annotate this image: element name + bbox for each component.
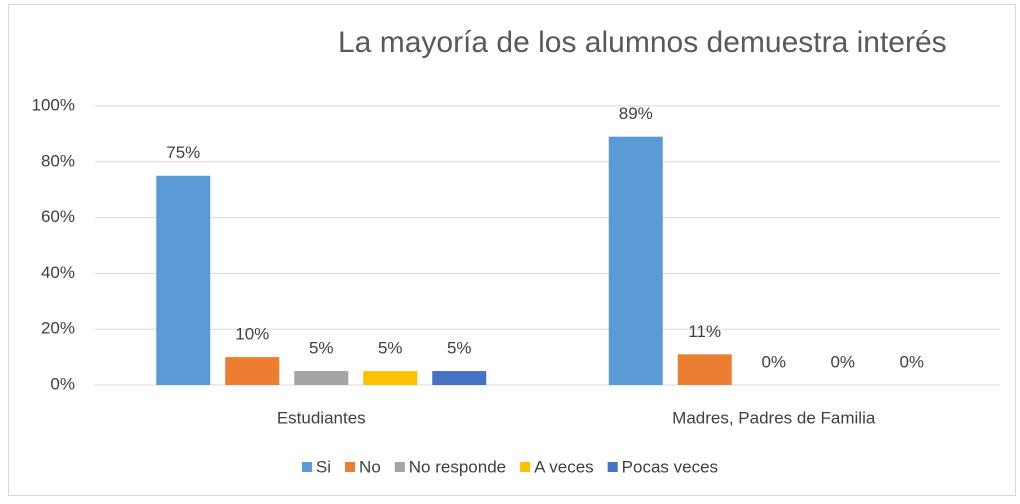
x-tick-label: Estudiantes bbox=[277, 408, 366, 427]
y-tick-label: 100% bbox=[32, 95, 75, 114]
bar bbox=[156, 175, 211, 385]
value-label: 0% bbox=[761, 352, 786, 371]
bar bbox=[363, 371, 418, 385]
legend-swatch bbox=[345, 462, 356, 472]
value-label: 89% bbox=[619, 104, 653, 123]
bar bbox=[225, 357, 280, 385]
x-tick-label: Madres, Padres de Familia bbox=[672, 408, 876, 427]
y-tick-label: 80% bbox=[41, 151, 75, 170]
bar bbox=[294, 371, 349, 385]
legend-label: Pocas veces bbox=[622, 457, 718, 476]
bar bbox=[608, 136, 663, 385]
legend-label: A veces bbox=[534, 457, 594, 476]
bar bbox=[432, 371, 487, 385]
legend-label: No bbox=[359, 457, 381, 476]
value-label: 5% bbox=[447, 339, 472, 358]
y-tick-label: 0% bbox=[50, 374, 75, 393]
y-tick-label: 60% bbox=[41, 207, 75, 226]
value-label: 5% bbox=[309, 339, 334, 358]
value-label: 11% bbox=[688, 322, 721, 341]
legend-swatch bbox=[520, 462, 531, 472]
value-label: 10% bbox=[235, 325, 269, 344]
value-label: 75% bbox=[166, 143, 200, 162]
legend-swatch bbox=[394, 462, 405, 472]
value-label: 0% bbox=[899, 352, 924, 371]
legend-swatch bbox=[301, 462, 312, 472]
chart-title: La mayoría de los alumnos demuestra inte… bbox=[338, 26, 947, 59]
y-tick-label: 20% bbox=[41, 319, 75, 338]
legend-label: No responde bbox=[409, 457, 506, 476]
value-label: 0% bbox=[830, 352, 855, 371]
y-tick-label: 40% bbox=[41, 263, 75, 282]
value-label: 5% bbox=[378, 339, 403, 358]
legend-label: Si bbox=[316, 457, 331, 476]
legend-swatch bbox=[607, 462, 618, 472]
bar bbox=[677, 354, 732, 385]
